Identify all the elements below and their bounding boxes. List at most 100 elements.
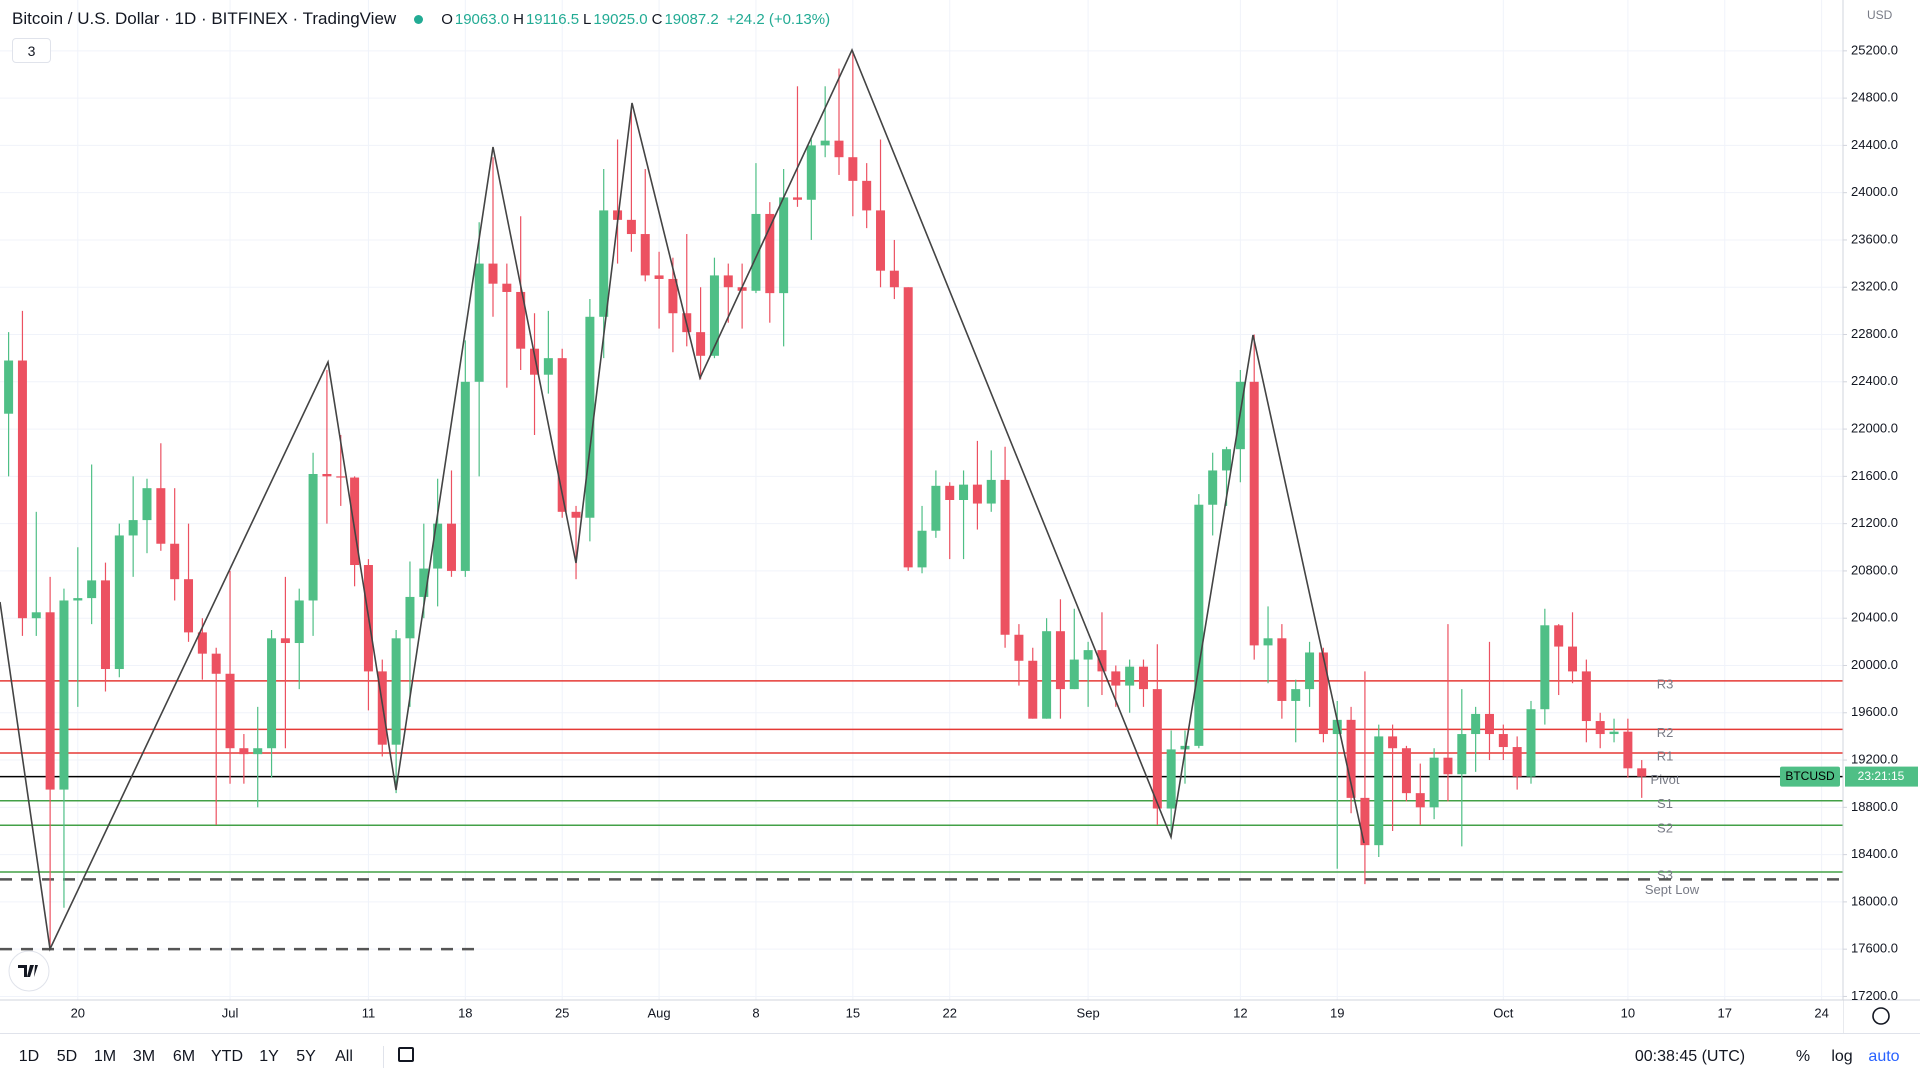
x-tick-label: 24 [1814,1005,1828,1020]
calendar-icon[interactable] [398,1047,414,1062]
candle-body [1208,470,1218,505]
candle-body [668,278,678,314]
candle-body [1498,734,1508,748]
time-axis [0,1000,1843,1033]
candle-body [834,140,844,158]
ohlc-label: L [583,10,592,28]
y-tick-label: 23200.0 [1851,279,1898,294]
candle-body [308,473,318,601]
candle-body [876,210,886,271]
candle-body [114,535,124,670]
y-tick-label: 20400.0 [1851,610,1898,625]
x-tick-label: 19 [1330,1005,1344,1020]
candle-body [1346,719,1356,798]
y-tick-label: 19200.0 [1851,751,1898,766]
ohlc-label: H [513,10,524,28]
x-tick-label: Sep [1077,1005,1100,1020]
candle-body [1581,671,1591,722]
candle-body [1415,793,1425,808]
candle-body [1401,748,1411,794]
candle-body [156,488,166,544]
candle-body [626,219,636,235]
ohlc-item: L 19025.0 [581,11,648,28]
candle-body [1609,731,1619,735]
x-tick-label: 20 [71,1005,85,1020]
candle-body [1014,634,1024,661]
candle-body [986,479,996,504]
candle-body [1042,631,1052,719]
candle-body [1000,479,1010,635]
range-button[interactable]: 1M [93,1048,117,1065]
candle-body [280,638,290,644]
candle-body [128,520,138,536]
scale-option[interactable]: log [1831,1048,1853,1065]
y-tick-label: 24800.0 [1851,90,1898,105]
level-label: Sept Low [1645,882,1700,897]
x-tick-label: Jul [222,1005,239,1020]
candle-body [1554,625,1564,647]
candle-body [917,530,927,568]
y-tick-label: 24000.0 [1851,184,1898,199]
candle-body [502,283,512,292]
range-button[interactable]: 3M [132,1048,156,1065]
candle-body [405,596,415,639]
x-tick-label: 18 [458,1005,472,1020]
level-label: R1 [1657,748,1674,763]
x-tick-label: 8 [752,1005,759,1020]
x-tick-label: 17 [1718,1005,1732,1020]
candle-body [1526,709,1536,777]
ohlc-item: O 19063.0 [439,11,509,28]
x-tick-label: 25 [555,1005,569,1020]
candle-body [1429,757,1439,808]
range-button[interactable]: YTD [211,1048,243,1065]
ohlc-value: 19025.0 [593,10,648,28]
candle-body [1249,381,1259,646]
currency[interactable]: USD [1867,8,1893,22]
zigzag-drawing [0,47,1365,952]
ohlc-item: H 19116.5 [511,11,579,28]
scale-option[interactable]: auto [1868,1048,1900,1065]
range-button[interactable]: 5D [56,1048,78,1065]
x-tick-label: 11 [362,1005,376,1020]
candle-body [709,275,719,356]
x-tick-label: Aug [648,1005,671,1020]
candle-body [1374,736,1384,846]
candle-body [1083,650,1093,660]
candle-body [640,234,650,276]
y-tick-label: 20000.0 [1851,657,1898,672]
candle-body [557,358,567,512]
candle-body [1332,719,1342,735]
range-button[interactable]: 5Y [296,1048,316,1065]
range-button[interactable]: All [335,1048,353,1065]
symbol-title[interactable]: Bitcoin / U.S. Dollar · 1D · BITFINEX · … [12,9,397,28]
indicators-toggle[interactable]: 3 [12,38,51,63]
scale-option[interactable]: % [1795,1048,1811,1065]
candle-body [474,263,484,382]
y-tick-label: 22400.0 [1851,373,1898,388]
candle-body [1305,652,1315,690]
candle-body [1263,638,1273,646]
range-button[interactable]: 6M [172,1048,196,1065]
candle-body [1360,797,1370,846]
range-button[interactable]: 1Y [259,1048,279,1065]
ohlc-value: 19116.5 [525,10,580,28]
legend: Bitcoin / U.S. Dollar · 1D · BITFINEX · … [12,9,830,29]
candle-body [1111,671,1121,686]
candle-body [1484,713,1494,735]
range-button[interactable]: 1D [18,1048,40,1065]
candle-body [1097,650,1107,672]
y-tick-label: 18400.0 [1851,846,1898,861]
ohlc-label: O [441,10,453,28]
settings-icon[interactable] [1872,1007,1890,1025]
candle-body [1471,713,1481,735]
y-tick-label: 21600.0 [1851,468,1898,483]
level-label: S1 [1657,796,1673,811]
candle-body [294,600,304,644]
candle-body [585,316,595,518]
candle-body [1568,646,1578,672]
change: +24.2 (+0.13%) [726,10,831,28]
candle-body [1055,631,1065,690]
candle-body [1540,625,1550,710]
candle-body [1291,689,1301,701]
x-tick-label: 22 [942,1005,956,1020]
